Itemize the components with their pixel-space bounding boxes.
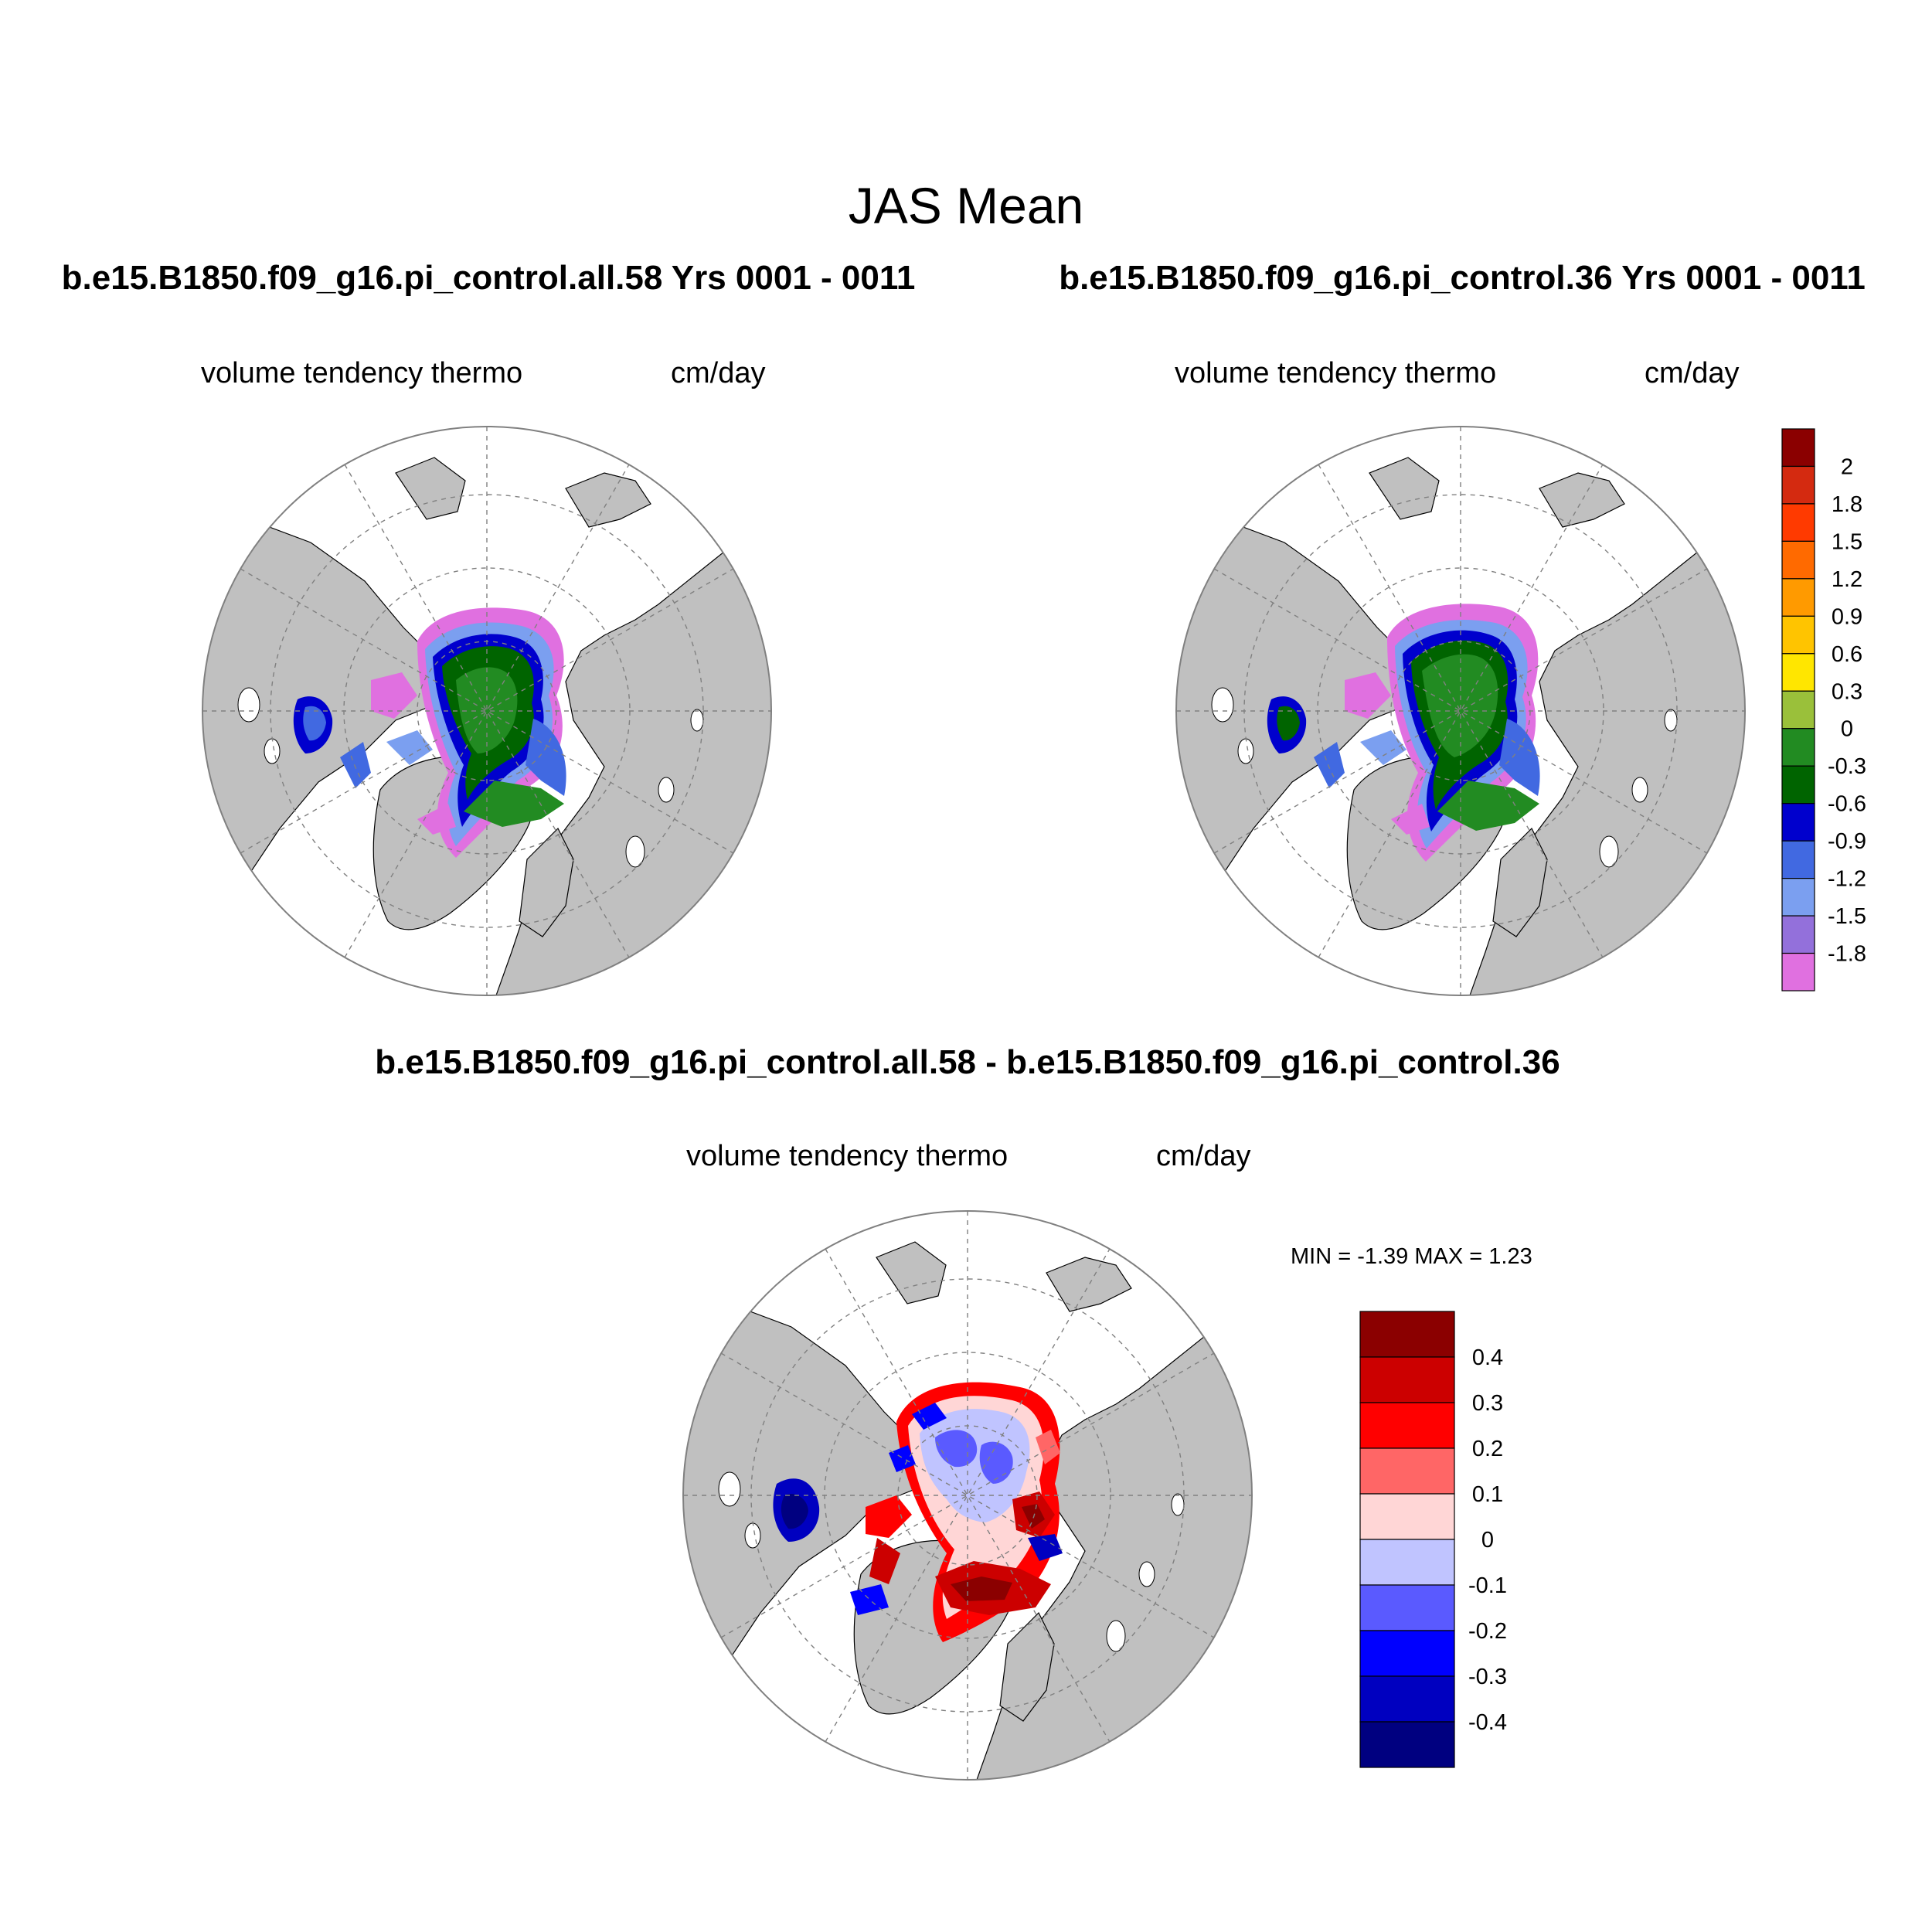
colorbar-top-swatch-4 [1781, 578, 1815, 617]
panel-1-map [202, 426, 772, 996]
colorbar-bottom-swatch-4 [1359, 1493, 1455, 1540]
panel-3-map-border [682, 1210, 1253, 1781]
panel-2-right-label: cm/day [1645, 357, 1740, 389]
panel-3-right-label: cm/day [1156, 1140, 1251, 1172]
colorbar-bottom-swatch-2 [1359, 1402, 1455, 1449]
colorbar-bottom-swatch-6 [1359, 1584, 1455, 1631]
colorbar-top-swatch-0 [1781, 428, 1815, 468]
colorbar-top-swatch-9 [1781, 765, 1815, 804]
panel-1-graticule [202, 427, 771, 995]
colorbar-bottom-tick-label: 0 [1481, 1528, 1494, 1553]
panel-2-graticule [1176, 427, 1745, 995]
colorbar-bottom-tick-label: -0.3 [1468, 1665, 1507, 1689]
colorbar-bottom-swatch-9 [1359, 1721, 1455, 1768]
panel-2-sea-ice [1267, 604, 1540, 862]
colorbar-top-tick-label: 0.3 [1832, 679, 1862, 704]
panel-2-left-label: volume tendency thermo [1175, 357, 1497, 389]
panel-2-map [1175, 426, 1746, 996]
panel-1-right-label: cm/day [671, 357, 766, 389]
panel-3-graticule [683, 1211, 1252, 1780]
panel-3-title: b.e15.B1850.f09_g16.pi_control.all.58 - … [375, 1043, 1560, 1081]
colorbar-bottom-tick-label: -0.4 [1468, 1710, 1507, 1735]
colorbar-bottom-tick-label: 0.1 [1472, 1482, 1503, 1507]
colorbar-top-tick-label: -0.6 [1828, 792, 1866, 817]
min-max-label: MIN = -1.39 MAX = 1.23 [1291, 1244, 1532, 1269]
colorbar-bottom-tick-label: -0.2 [1468, 1619, 1507, 1644]
colorbar-top-tick-label: -1.2 [1828, 867, 1866, 892]
colorbar-top-swatch-8 [1781, 728, 1815, 767]
colorbar-top-swatch-10 [1781, 803, 1815, 842]
colorbar-top-swatch-2 [1781, 503, 1815, 543]
colorbar-top-tick-label: 0.9 [1832, 604, 1862, 629]
colorbar-bottom-tick-label: 0.4 [1472, 1345, 1503, 1370]
colorbar-top-tick-label: 1.2 [1832, 567, 1862, 592]
colorbar-bottom-tick-label: 0.2 [1472, 1437, 1503, 1461]
colorbar-bottom-swatch-5 [1359, 1539, 1455, 1586]
panel-1-left-label: volume tendency thermo [201, 357, 523, 389]
colorbar-bottom: 0.4 0.3 0.2 0.1 0 -0.1 -0.2 -0.3 -0.4 [1359, 1311, 1507, 1768]
panel-1-title: b.e15.B1850.f09_g16.pi_control.all.58 Yr… [61, 259, 916, 297]
colorbar-top-tick-label: -0.3 [1828, 754, 1866, 779]
colorbar-top-swatch-6 [1781, 653, 1815, 692]
panel-1-map-border [202, 426, 772, 996]
colorbar-top-tick-label: -0.9 [1828, 829, 1866, 854]
panel-2-title: b.e15.B1850.f09_g16.pi_control.36 Yrs 00… [1059, 259, 1866, 297]
panel-2-map-border [1175, 426, 1746, 996]
colorbar-top-swatch-3 [1781, 540, 1815, 580]
colorbar-top-swatch-7 [1781, 690, 1815, 730]
colorbar-bottom-swatch-3 [1359, 1447, 1455, 1495]
colorbar-top-swatch-14 [1781, 952, 1815, 992]
panel-3-left-label: volume tendency thermo [686, 1140, 1009, 1172]
colorbar-top: 2 1.8 1.5 1.2 0.9 0.6 0.3 0 -0.3 -0.6 -0.9 -1.2 -1.5… [1781, 428, 1866, 992]
main-title: JAS Mean [848, 177, 1084, 234]
colorbar-top-swatch-5 [1781, 615, 1815, 655]
colorbar-top-tick-label: 0.6 [1832, 642, 1862, 667]
colorbar-top-tick-label: 2 [1841, 454, 1853, 479]
panel-3-difference-field [773, 1382, 1063, 1642]
colorbar-top-swatch-13 [1781, 915, 1815, 954]
colorbar-top-tick-label: 1.5 [1832, 529, 1862, 554]
colorbar-top-swatch-11 [1781, 840, 1815, 879]
colorbar-top-swatch-1 [1781, 465, 1815, 505]
colorbar-bottom-swatch-0 [1359, 1311, 1455, 1358]
colorbar-top-swatch-12 [1781, 877, 1815, 917]
colorbar-top-tick-label: -1.5 [1828, 904, 1866, 929]
colorbar-bottom-swatch-1 [1359, 1356, 1455, 1403]
colorbar-top-tick-label: -1.8 [1828, 942, 1866, 967]
colorbar-bottom-swatch-8 [1359, 1675, 1455, 1723]
panel-3-map [682, 1210, 1253, 1781]
colorbar-top-tick-label: 0 [1841, 717, 1853, 742]
panel-1-sea-ice [293, 607, 566, 858]
colorbar-bottom-tick-label: -0.1 [1468, 1573, 1507, 1598]
colorbar-bottom-tick-label: 0.3 [1472, 1391, 1503, 1416]
colorbar-top-tick-label: 1.8 [1832, 492, 1862, 517]
colorbar-bottom-swatch-7 [1359, 1630, 1455, 1677]
